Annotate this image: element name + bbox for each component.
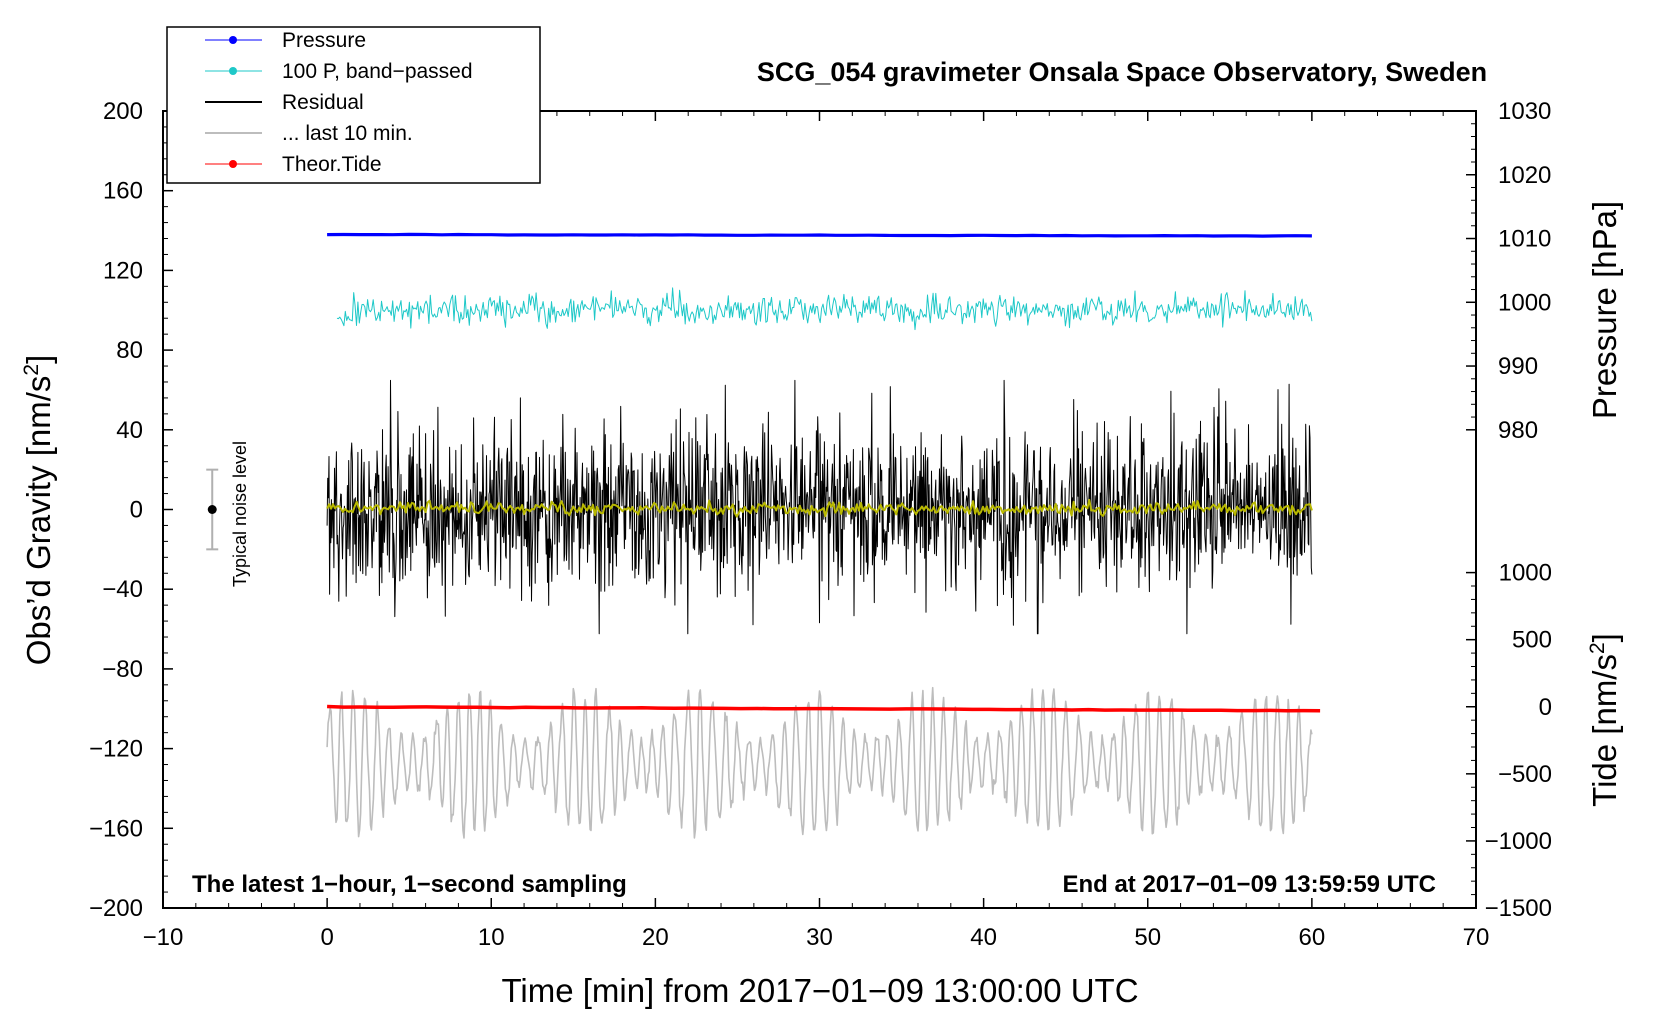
tide-tick-label: 1000 bbox=[1499, 560, 1552, 587]
y-axis-label-left-end: ] bbox=[20, 355, 57, 364]
annotation-sampling: The latest 1−hour, 1−second sampling bbox=[192, 871, 627, 898]
pressure-tick-label: 1030 bbox=[1498, 98, 1551, 125]
tide-axis-label-sup: 2 bbox=[1586, 642, 1609, 654]
tide-tick-label: 500 bbox=[1512, 627, 1552, 654]
legend-marker-theor-tide bbox=[229, 160, 237, 168]
y-tick-label: −40 bbox=[102, 576, 143, 603]
y-axis-label-left: Obs’d Gravity [nm/s2] bbox=[20, 355, 57, 666]
x-tick-label: 10 bbox=[478, 924, 505, 951]
y-tick-label: −200 bbox=[89, 895, 143, 922]
legend-label-theor-tide: Theor.Tide bbox=[282, 153, 382, 176]
x-tick-label: 40 bbox=[970, 924, 997, 951]
legend-label-100-p-band-passed: 100 P, band−passed bbox=[282, 60, 473, 83]
x-tick-label: −10 bbox=[143, 924, 184, 951]
legend-label-residual: Residual bbox=[282, 91, 364, 114]
y-tick-label: −120 bbox=[89, 736, 143, 763]
legend-marker-100-p-band-passed bbox=[229, 67, 237, 75]
pressure-axis-label: Pressure [hPa] bbox=[1586, 201, 1623, 419]
tide-tick-label: −1000 bbox=[1485, 828, 1552, 855]
y-axis-label-left-main: Obs’d Gravity [nm/s bbox=[20, 376, 57, 666]
chart-title: SCG_054 gravimeter Onsala Space Observat… bbox=[757, 57, 1487, 87]
x-tick-label: 60 bbox=[1299, 924, 1326, 951]
noise-level-indicator: Typical noise level bbox=[206, 441, 250, 587]
legend: Pressure 100 P, band−passed Residual ... la… bbox=[166, 26, 541, 184]
tide-tick-label: −500 bbox=[1498, 761, 1552, 788]
tide-tick-label: 0 bbox=[1539, 694, 1552, 721]
legend-marker-pressure bbox=[229, 36, 237, 44]
annotation-end-time: End at 2017−01−09 13:59:59 UTC bbox=[1062, 871, 1436, 898]
tide-axis-label-main: Tide [nm/s bbox=[1586, 654, 1623, 807]
pressure-tick-label: 980 bbox=[1498, 417, 1538, 444]
x-tick-label: 50 bbox=[1134, 924, 1161, 951]
pressure-tick-label: 1000 bbox=[1498, 289, 1551, 316]
axes-layer: −10 0 10 20 30 40 50 60 7020016012080400−40−80−1… bbox=[89, 98, 1552, 951]
x-axis-label: Time [min] from 2017−01−09 13:00:00 UTC bbox=[501, 972, 1138, 1009]
series-layer bbox=[326, 232, 1321, 839]
noise-level-dot bbox=[207, 505, 217, 514]
pressure-tick-label: 1020 bbox=[1498, 162, 1551, 189]
legend-label-last-10-min: ... last 10 min. bbox=[282, 122, 413, 145]
y-tick-label: 0 bbox=[130, 497, 143, 524]
y-tick-label: −160 bbox=[89, 815, 143, 842]
y-tick-label: 160 bbox=[103, 178, 143, 205]
x-tick-label: 70 bbox=[1463, 924, 1490, 951]
y-tick-label: 80 bbox=[116, 337, 143, 364]
tide-axis-label-end: ] bbox=[1586, 633, 1623, 642]
legend-label-pressure: Pressure bbox=[282, 29, 366, 52]
series-last-10-min-line bbox=[326, 686, 1313, 839]
y-tick-label: 200 bbox=[103, 98, 143, 125]
pressure-tick-label: 990 bbox=[1498, 353, 1538, 380]
series-100-p-band-passed-line bbox=[336, 287, 1313, 331]
y-tick-label: 40 bbox=[116, 417, 143, 444]
y-tick-label: 120 bbox=[103, 257, 143, 284]
x-tick-label: 0 bbox=[320, 924, 333, 951]
noise-level-label: Typical noise level bbox=[230, 441, 250, 587]
legend-items: Pressure 100 P, band−passed Residual ... la… bbox=[205, 29, 473, 176]
y-tick-label: −80 bbox=[102, 656, 143, 683]
tide-axis-label: Tide [nm/s2] bbox=[1586, 633, 1623, 807]
x-tick-label: 30 bbox=[806, 924, 833, 951]
series-residual-line bbox=[326, 379, 1313, 635]
legend-box bbox=[166, 26, 541, 184]
y-axis-label-left-sup: 2 bbox=[20, 364, 43, 376]
series-residual-smoothed-line bbox=[326, 498, 1313, 518]
tide-tick-label: −1500 bbox=[1485, 895, 1552, 922]
x-tick-label: 20 bbox=[642, 924, 669, 951]
series-theor-tide-line bbox=[327, 704, 1321, 713]
pressure-tick-label: 1010 bbox=[1498, 226, 1551, 253]
series-pressure-line bbox=[327, 232, 1312, 238]
